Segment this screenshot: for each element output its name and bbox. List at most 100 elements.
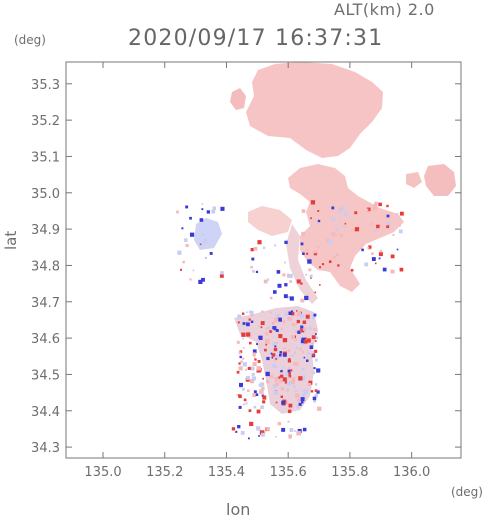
velocity-speckle — [189, 278, 192, 281]
velocity-speckle — [277, 317, 282, 322]
velocity-speckle — [378, 252, 383, 257]
velocity-speckle — [277, 283, 282, 288]
velocity-speckle — [277, 332, 280, 335]
velocity-speckle — [260, 405, 264, 410]
velocity-speckle — [253, 405, 257, 409]
velocity-speckle — [242, 347, 245, 349]
velocity-speckle — [312, 350, 316, 354]
velocity-speckle — [257, 360, 261, 363]
velocity-speckle — [209, 252, 213, 255]
velocity-speckle — [306, 252, 309, 255]
velocity-speckle — [242, 357, 245, 360]
velocity-speckle — [220, 271, 224, 275]
velocity-speckle — [282, 377, 287, 382]
velocity-speckle — [312, 371, 316, 375]
velocity-speckle — [288, 273, 293, 279]
y-axis-ticks: 34.3 34.4 34.5 34.6 34.7 34.8 34.9 35.0 35.1 35.2… — [31, 78, 461, 456]
velocity-speckle — [257, 325, 260, 327]
echo-region-west-negative — [194, 218, 222, 250]
velocity-speckle — [287, 295, 290, 299]
velocity-speckle — [276, 270, 281, 274]
velocity-speckle — [268, 326, 271, 330]
velocity-speckle — [279, 351, 282, 354]
velocity-speckle — [266, 327, 268, 330]
velocity-speckle — [366, 208, 369, 211]
velocity-speckle — [311, 315, 316, 320]
velocity-speckle — [249, 341, 252, 345]
velocity-speckle — [314, 389, 318, 392]
velocity-speckle — [271, 329, 274, 332]
velocity-speckle — [253, 390, 257, 394]
precipitation-field — [194, 62, 456, 414]
velocity-speckle — [261, 386, 265, 391]
velocity-speckle — [398, 224, 401, 227]
velocity-speckle — [249, 310, 254, 315]
velocity-speckle — [368, 245, 372, 249]
velocity-speckle — [252, 361, 257, 367]
velocity-speckle — [298, 402, 302, 406]
velocity-speckle — [287, 316, 292, 321]
velocity-speckle — [339, 233, 343, 237]
velocity-speckle — [305, 273, 308, 276]
y-tick-label: 35.3 — [31, 78, 60, 93]
velocity-speckle — [300, 397, 305, 402]
velocity-speckle — [300, 314, 304, 319]
velocity-speckle — [331, 232, 336, 237]
velocity-speckle — [302, 367, 305, 371]
velocity-speckle — [259, 389, 264, 394]
velocity-speckle — [282, 273, 286, 277]
velocity-speckle — [220, 206, 225, 211]
velocity-speckle — [262, 377, 264, 380]
velocity-speckle — [344, 211, 349, 217]
velocity-speckle — [258, 335, 263, 340]
velocity-speckle — [258, 435, 260, 437]
velocity-speckle — [256, 366, 261, 371]
velocity-speckle — [275, 341, 279, 344]
x-tick-label: 135.0 — [84, 465, 121, 480]
x-tick-label: 135.4 — [208, 465, 245, 480]
velocity-speckle — [337, 209, 342, 214]
velocity-speckle — [290, 369, 293, 372]
y-axis-unit: (deg) — [14, 33, 46, 47]
y-tick-label: 34.5 — [31, 368, 60, 383]
altitude-label: ALT(km) 2.0 — [334, 0, 435, 19]
velocity-speckle — [283, 346, 286, 350]
velocity-speckle — [281, 400, 285, 405]
velocity-speckle — [242, 387, 245, 391]
velocity-speckle — [319, 284, 321, 286]
velocity-speckle — [361, 248, 364, 252]
echo-region-south-east-arc — [286, 224, 318, 304]
velocity-speckle — [199, 243, 202, 246]
velocity-speckle — [204, 256, 207, 259]
velocity-speckle — [275, 378, 279, 382]
velocity-speckle — [272, 353, 276, 357]
velocity-speckle — [237, 314, 242, 319]
velocity-speckle — [235, 430, 238, 433]
velocity-speckle — [314, 291, 316, 294]
velocity-speckle — [300, 282, 303, 285]
velocity-speckle — [251, 376, 256, 381]
velocity-speckle — [275, 435, 277, 438]
velocity-speckle — [339, 207, 343, 211]
velocity-speckle — [288, 403, 293, 408]
velocity-speckle — [317, 219, 321, 223]
velocity-speckle — [272, 326, 277, 331]
timestamp-title: 2020/09/17 16:37:31 — [128, 26, 384, 51]
velocity-speckle — [390, 269, 395, 274]
velocity-speckle — [292, 377, 296, 381]
y-tick-label: 35.0 — [31, 187, 60, 202]
velocity-speckle — [206, 210, 210, 214]
velocity-speckle — [271, 321, 275, 325]
y-tick-label: 34.7 — [31, 296, 60, 311]
velocity-speckle — [246, 332, 251, 337]
velocity-speckle — [372, 206, 377, 211]
velocity-speckle — [316, 368, 321, 373]
velocity-speckle — [272, 384, 277, 389]
velocity-speckle — [289, 428, 294, 432]
velocity-speckle — [275, 401, 278, 404]
velocity-speckle — [282, 338, 288, 343]
velocity-speckle — [242, 312, 245, 315]
velocity-speckle — [284, 283, 288, 287]
velocity-speckle — [255, 270, 259, 273]
